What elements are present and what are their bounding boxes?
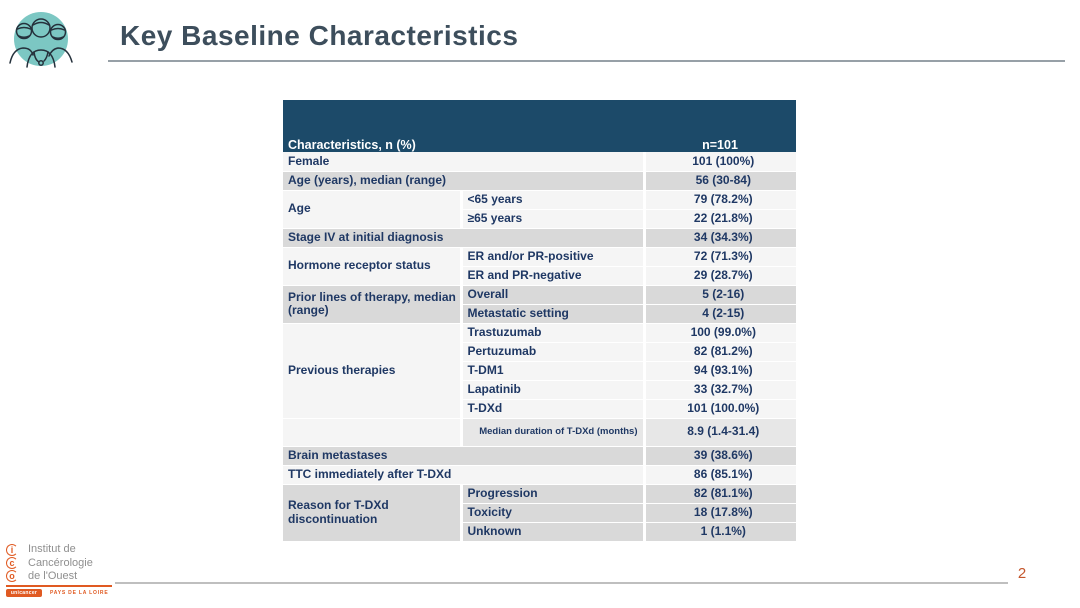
ico-logo-line: de l'Ouest <box>28 570 78 582</box>
row-value: 4 (2-15) <box>644 304 797 324</box>
row-sublabel: Progression <box>461 484 646 504</box>
row-value: 79 (78.2%) <box>644 190 797 210</box>
ico-logo-line: Cancérologie <box>28 556 93 569</box>
row-label: Hormone receptor status <box>283 247 463 286</box>
row-value: 29 (28.7%) <box>644 266 797 286</box>
row-value: 82 (81.1%) <box>644 484 797 504</box>
ico-letter-i: i <box>6 544 18 556</box>
row-label: Age (years), median (range) <box>283 171 646 191</box>
page-title: Key Baseline Characteristics <box>120 20 519 51</box>
row-label: Age <box>283 190 463 229</box>
row-label: Prior lines of therapy, median (range) <box>283 285 463 324</box>
baseline-characteristics-table: Characteristics, n (%) n=101 Female 101 (… <box>283 100 797 542</box>
table-row: Pertuzumab 82 (81.2%) <box>283 342 797 362</box>
row-value: 1 (1.1%) <box>644 522 797 542</box>
ico-logo-rule <box>6 585 112 587</box>
table-row: ER and PR-negative 29 (28.7%) <box>283 266 797 286</box>
footer-line <box>115 582 1008 584</box>
row-value: 56 (30-84) <box>644 171 797 191</box>
ico-logo-line: Institut de <box>28 543 76 555</box>
row-value: 100 (99.0%) <box>644 323 797 343</box>
table-row: Reason for T-DXd discontinuation Progress… <box>283 484 797 542</box>
row-value: 5 (2-16) <box>644 285 797 305</box>
row-sublabel: Pertuzumab <box>461 342 646 362</box>
table-row: Prior lines of therapy, median (range) Ov… <box>283 285 797 324</box>
table-row: T-DM1 94 (93.1%) <box>283 361 797 381</box>
medical-team-icon <box>9 12 73 68</box>
row-sublabel: Metastatic setting <box>461 304 646 324</box>
table-row: Age (years), median (range) 56 (30-84) <box>283 171 797 191</box>
row-value: 94 (93.1%) <box>644 361 797 381</box>
table-row: Lapatinib 33 (32.7%) <box>283 380 797 400</box>
table-row: Brain metastases 39 (38.6%) <box>283 446 797 466</box>
row-label: Female <box>283 152 646 172</box>
table-row: Female 101 (100%) <box>283 152 797 172</box>
row-sublabel: <65 years <box>461 190 646 210</box>
row-label <box>283 418 463 447</box>
row-sublabel: Overall <box>461 285 646 305</box>
table-row: Previous therapies Trastuzumab 100 (99.0%) <box>283 323 797 419</box>
region-label: PAYS DE LA LOIRE <box>50 590 109 596</box>
row-label: Previous therapies <box>283 323 463 419</box>
row-value: 101 (100%) <box>644 152 797 172</box>
row-value: 39 (38.6%) <box>644 446 797 466</box>
table-row: ≥65 years 22 (21.8%) <box>283 209 797 229</box>
title-underline <box>108 60 1065 62</box>
row-sublabel: Unknown <box>461 522 646 542</box>
row-value: 82 (81.2%) <box>644 342 797 362</box>
row-label: Brain metastases <box>283 446 646 466</box>
row-value: 86 (85.1%) <box>644 465 797 485</box>
row-label: TTC immediately after T-DXd <box>283 465 646 485</box>
table-row: Unknown 1 (1.1%) <box>283 522 797 542</box>
row-sublabel: T-DM1 <box>461 361 646 381</box>
unicancer-badge: unicancer <box>6 589 42 597</box>
table-body: Female 101 (100%) Age (years), median (ran… <box>283 152 797 542</box>
table-header-n: n=101 <box>644 100 797 152</box>
row-sublabel: T-DXd <box>461 399 646 419</box>
row-sublabel: ER and PR-negative <box>461 266 646 286</box>
row-sublabel: ER and/or PR-positive <box>461 247 646 267</box>
row-value: 8.9 (1.4-31.4) <box>644 418 797 447</box>
table-header-row: Characteristics, n (%) n=101 <box>283 100 797 152</box>
page-number: 2 <box>1017 565 1027 582</box>
table-row: TTC immediately after T-DXd 86 (85.1%) <box>283 465 797 485</box>
ico-letter-c: c <box>6 557 18 569</box>
table-row: Metastatic setting 4 (2-15) <box>283 304 797 324</box>
row-value: 22 (21.8%) <box>644 209 797 229</box>
ico-logo-letters: i c o <box>6 544 20 583</box>
row-value: 18 (17.8%) <box>644 503 797 523</box>
table-row: Hormone receptor status ER and/or PR-posi… <box>283 247 797 286</box>
ico-letter-o: o <box>6 570 18 582</box>
row-value: 34 (34.3%) <box>644 228 797 248</box>
row-sublabel: ≥65 years <box>461 209 646 229</box>
row-value: 101 (100.0%) <box>644 399 797 419</box>
row-sublabel: Median duration of T-DXd (months) <box>461 418 646 447</box>
row-sublabel: Trastuzumab <box>461 323 646 343</box>
row-value: 72 (71.3%) <box>644 247 797 267</box>
row-label: Reason for T-DXd discontinuation <box>283 484 463 542</box>
table-row: Toxicity 18 (17.8%) <box>283 503 797 523</box>
table-row: T-DXd 101 (100.0%) <box>283 399 797 419</box>
row-label: Stage IV at initial diagnosis <box>283 228 646 248</box>
row-value: 33 (32.7%) <box>644 380 797 400</box>
ico-logo-text: Institut de Cancérologie de l'Ouest <box>28 543 93 584</box>
row-sublabel: Toxicity <box>461 503 646 523</box>
table-row: Stage IV at initial diagnosis 34 (34.3%) <box>283 228 797 248</box>
table-header-characteristics: Characteristics, n (%) <box>283 100 645 152</box>
table-row: Age <65 years 79 (78.2%) <box>283 190 797 229</box>
table-row: Median duration of T-DXd (months) 8.9 (1.… <box>283 418 797 447</box>
row-sublabel: Lapatinib <box>461 380 646 400</box>
